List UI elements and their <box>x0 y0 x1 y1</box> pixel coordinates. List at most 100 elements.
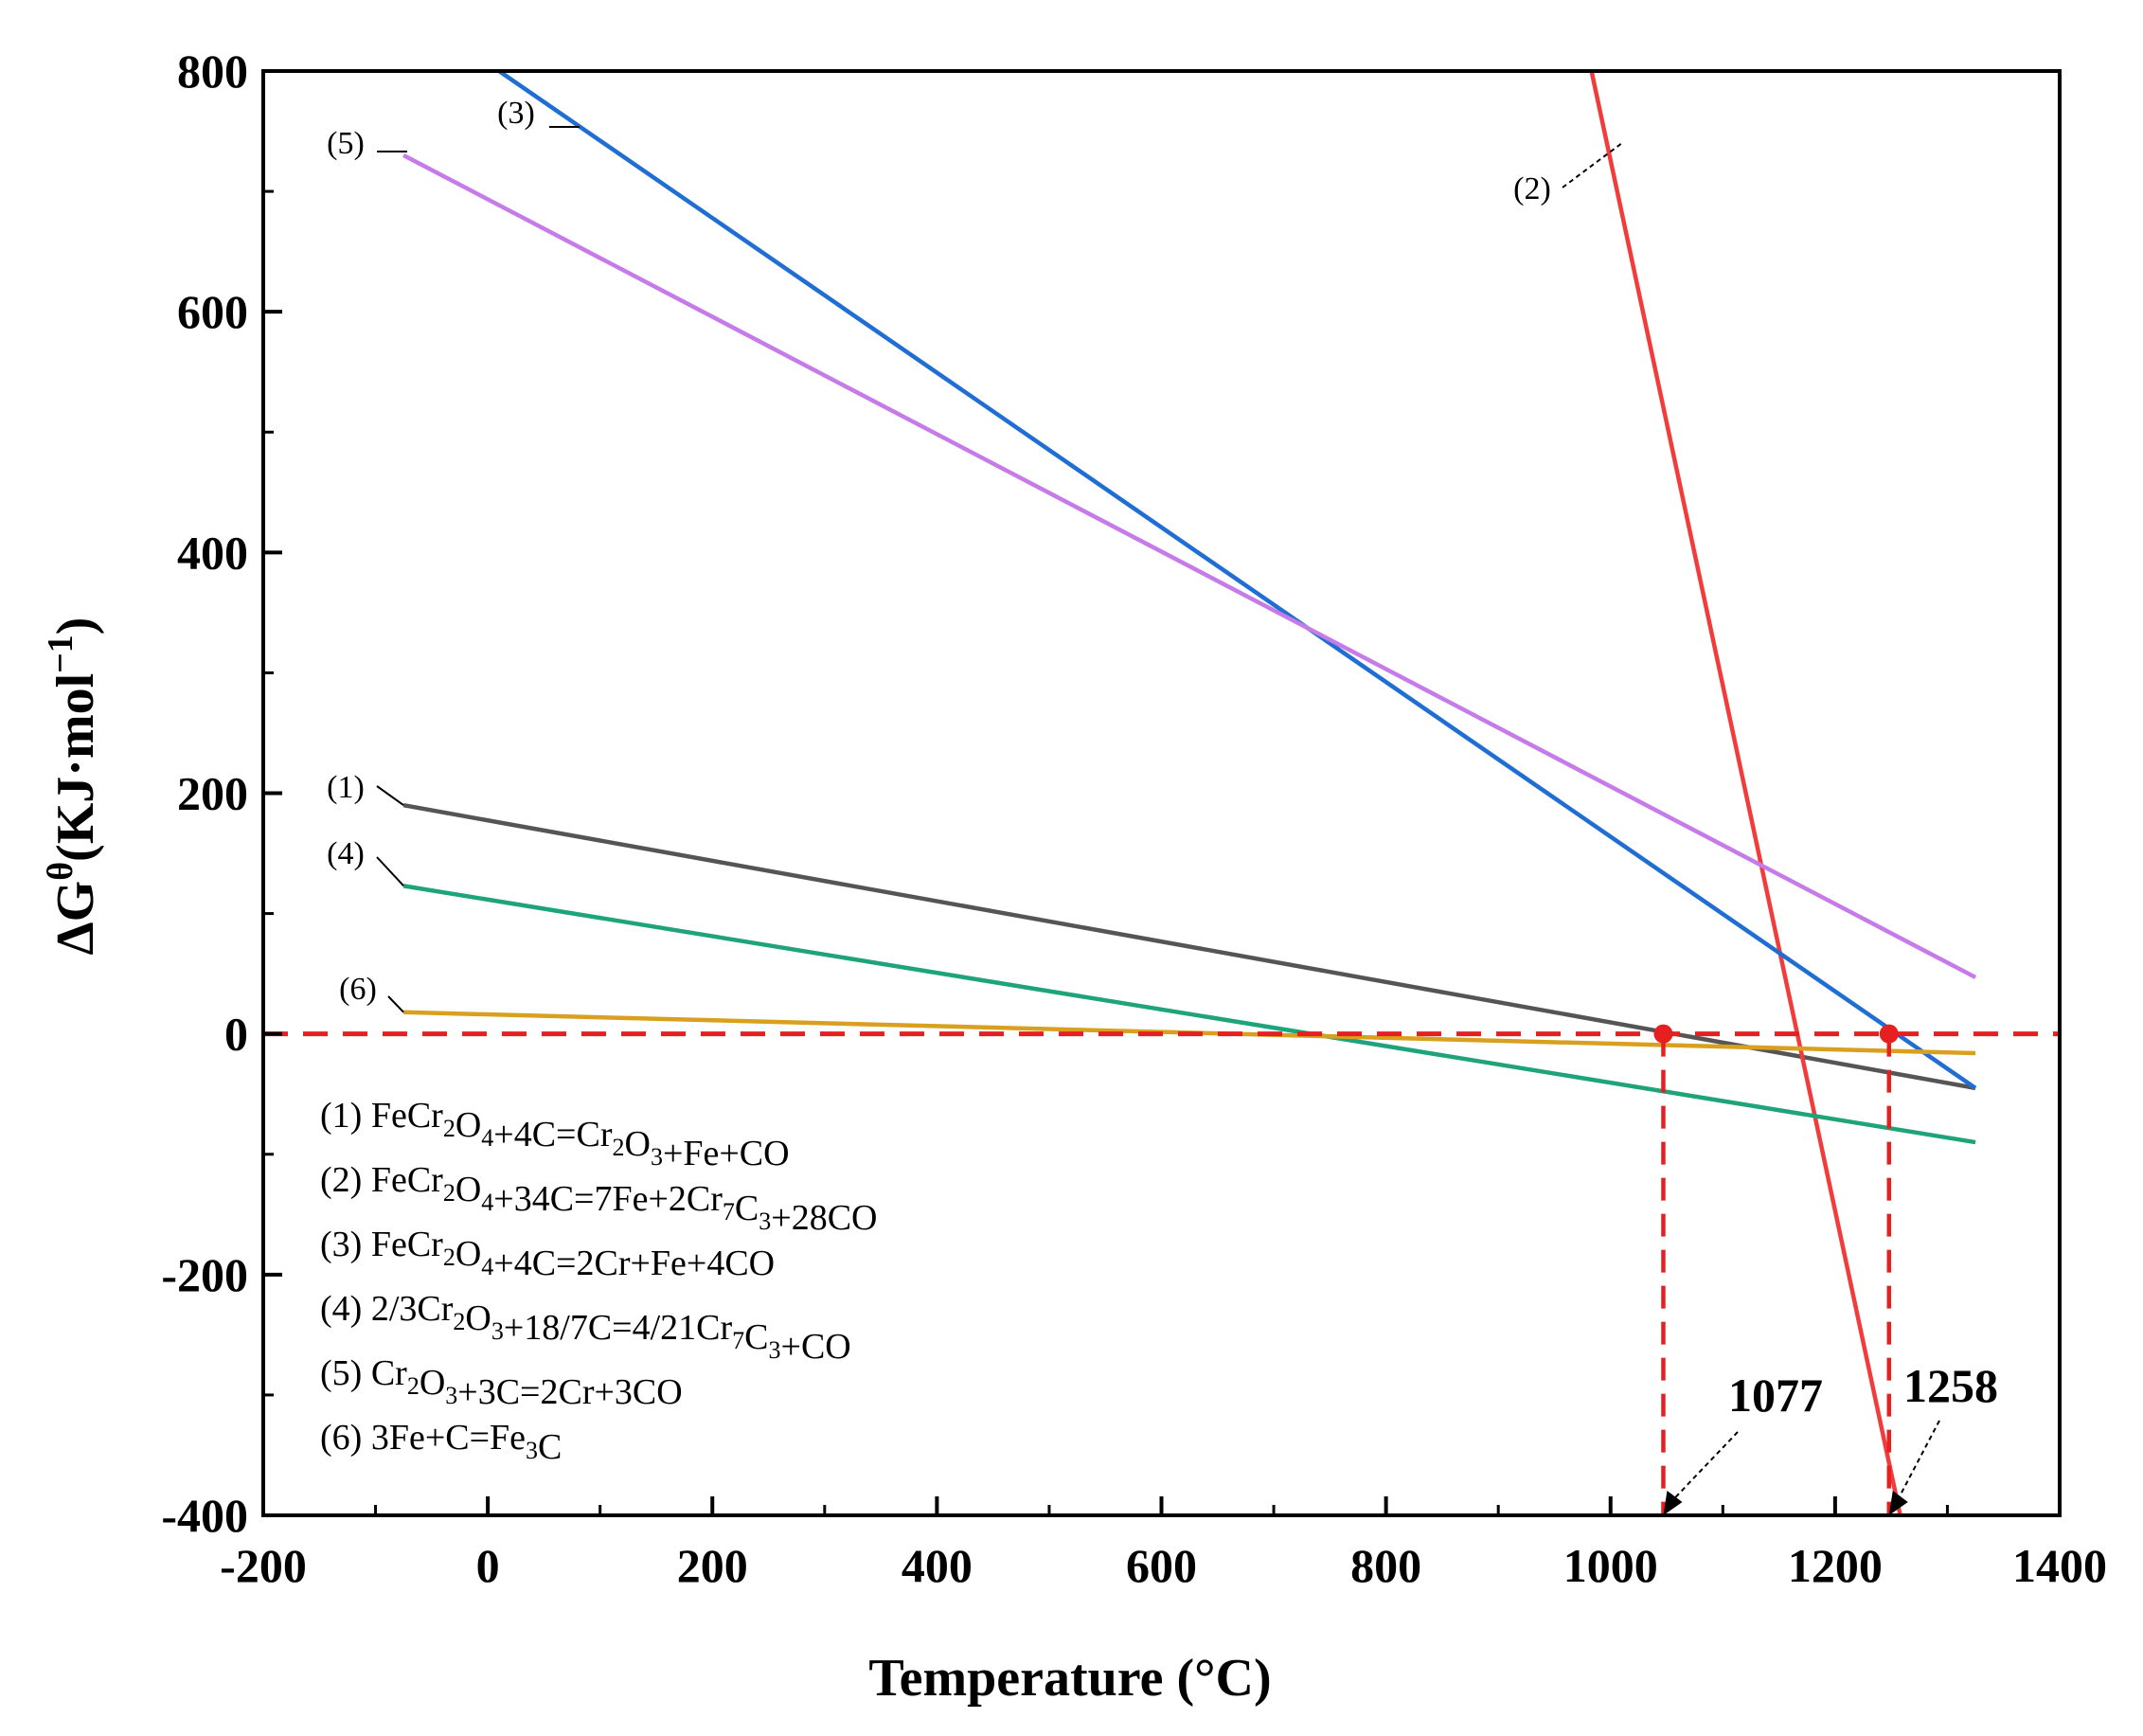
legend-entry-number: (3) <box>320 1225 371 1264</box>
marker-point-1258 <box>1879 1024 1899 1044</box>
legend-subscript: 7 <box>723 1198 735 1226</box>
legend-entry-1: (1) FeCr2O4+4C=Cr2O3+Fe+CO <box>320 1096 790 1173</box>
series-tag-2: (2) <box>1513 171 1551 206</box>
legend-subscript: 2 <box>407 1372 420 1400</box>
legend-entry-2: (2) FeCr2O4+34C=7Fe+2Cr7C3+28CO <box>320 1160 877 1238</box>
series-line-3 <box>497 71 1977 1090</box>
series-tag-5: (5) <box>327 126 365 161</box>
legend-subscript: 3 <box>759 1208 771 1235</box>
legend-subscript: 2 <box>443 1244 455 1271</box>
legend-text-part: FeCr <box>371 1096 443 1136</box>
legend-entry-number: (5) <box>320 1353 371 1393</box>
y-axis-title-main: ΔG <box>46 881 105 956</box>
legend-text-part: C <box>744 1317 768 1357</box>
legend-text-part: Cr <box>371 1353 407 1393</box>
legend-text-part: 2/3Cr <box>371 1289 454 1329</box>
y-tick-label--200: -200 <box>161 1248 248 1301</box>
annotation-leader-1258 <box>1895 1420 1940 1503</box>
legend-entry-6: (6) 3Fe+C=Fe3C <box>320 1418 562 1467</box>
legend-text-part: O <box>455 1234 481 1274</box>
legend-text-part: O <box>455 1105 481 1145</box>
legend: (1) FeCr2O4+4C=Cr2O3+Fe+CO(2) FeCr2O4+34… <box>320 1096 877 1467</box>
legend-text-part: FeCr <box>371 1160 443 1200</box>
series-lines <box>402 71 1977 1515</box>
series-tags: (1) (2) (3) (4) (5) (6) <box>327 96 1623 1013</box>
legend-subscript: 3 <box>769 1336 781 1364</box>
legend-entry-number: (6) <box>320 1418 371 1458</box>
legend-text-part: +Fe+CO <box>663 1134 790 1173</box>
legend-text-part: C <box>735 1189 759 1228</box>
plot-frame <box>261 69 2062 1517</box>
y-tick-label-200: 200 <box>177 767 248 820</box>
y-axis-title-unit: (KJ·mol <box>46 673 105 862</box>
legend-subscript: 3 <box>491 1317 504 1345</box>
x-tick-label-0: 0 <box>476 1539 500 1592</box>
series-tag-leader-1 <box>376 785 404 807</box>
legend-text-part: O <box>420 1363 445 1403</box>
series-tag-3: (3) <box>497 96 535 131</box>
annotation-arrowhead-1258 <box>1888 1491 1908 1515</box>
legend-subscript: 3 <box>526 1437 538 1464</box>
series-line-5 <box>402 152 1977 979</box>
annotations: 1077 1258 <box>1663 1359 1998 1515</box>
legend-text-part: +18/7C=4/21Cr <box>504 1308 733 1348</box>
legend-subscript: 2 <box>453 1308 465 1335</box>
legend-subscript: 4 <box>481 1189 493 1216</box>
series-tag-6: (6) <box>339 972 377 1007</box>
x-tick-label-400: 400 <box>902 1539 973 1592</box>
legend-entry-number: (2) <box>320 1160 371 1200</box>
legend-text-part: O <box>465 1298 491 1338</box>
legend-text-part: +4C=Cr <box>493 1115 613 1154</box>
legend-entry-4: (4) 2/3Cr2O3+18/7C=4/21Cr7C3+CO <box>320 1289 851 1367</box>
x-tick-label--200: -200 <box>220 1539 307 1592</box>
x-tick-label-200: 200 <box>677 1539 748 1592</box>
legend-text-part: +4C=2Cr+Fe+4CO <box>493 1244 775 1283</box>
series-tag-leader-4 <box>376 856 404 887</box>
annotation-leader-1077 <box>1670 1431 1739 1503</box>
legend-entry-3: (3) FeCr2O4+4C=2Cr+Fe+4CO <box>320 1225 775 1283</box>
legend-text-part: +CO <box>781 1327 851 1367</box>
y-axis-title-unit-sup: −1 <box>41 635 80 673</box>
legend-subscript: 2 <box>443 1115 455 1142</box>
legend-text-part: +28CO <box>771 1198 877 1238</box>
y-axis-title-close: ) <box>46 617 105 635</box>
legend-text-part: FeCr <box>371 1225 443 1264</box>
series-tag-leader-2 <box>1562 142 1623 188</box>
marker-point-1077 <box>1653 1024 1673 1044</box>
series-line-2 <box>1589 71 1902 1515</box>
legend-entry-number: (1) <box>320 1096 371 1136</box>
legend-subscript: 3 <box>651 1143 663 1171</box>
legend-text-part: O <box>624 1124 650 1164</box>
x-tick-label-800: 800 <box>1350 1539 1421 1592</box>
series-line-1 <box>402 802 1976 1091</box>
annotation-arrowhead-1077 <box>1663 1491 1683 1515</box>
x-tick-label-1000: 1000 <box>1563 1539 1658 1592</box>
legend-subscript: 4 <box>481 1124 493 1152</box>
y-tick-label-600: 600 <box>177 285 248 338</box>
x-axis-title: Temperature (°C) <box>868 1649 1271 1708</box>
x-tick-label-1400: 1400 <box>2012 1539 2107 1592</box>
legend-text-part: 3Fe+C=Fe <box>371 1418 526 1458</box>
annotation-label-1258: 1258 <box>1903 1359 1998 1412</box>
legend-entry-5: (5) Cr2O3+3C=2Cr+3CO <box>320 1353 683 1412</box>
annotation-label-1077: 1077 <box>1728 1369 1823 1422</box>
y-tick-label-400: 400 <box>177 526 248 579</box>
x-tick-label-600: 600 <box>1126 1539 1197 1592</box>
legend-subscript: 2 <box>443 1179 455 1207</box>
legend-subscript: 3 <box>445 1382 457 1409</box>
series-tag-4: (4) <box>327 836 365 871</box>
legend-text-part: O <box>455 1170 481 1209</box>
legend-text-part: C <box>538 1427 562 1467</box>
x-tick-label-1200: 1200 <box>1788 1539 1883 1592</box>
axes: -200 0 200 400 600 800 1000 1200 1400-400-200020… <box>161 45 2107 1592</box>
legend-text-part: +34C=7Fe+2Cr <box>493 1179 723 1219</box>
y-tick-label-0: 0 <box>224 1008 248 1061</box>
legend-entry-number: (4) <box>320 1289 371 1329</box>
legend-text-part: +3C=2Cr+3CO <box>457 1372 682 1412</box>
y-axis-title: ΔGθ(KJ·mol−1) <box>41 617 105 956</box>
zero-reference-group <box>263 1024 2060 1515</box>
y-tick-label-800: 800 <box>177 45 248 98</box>
series-tag-leader-6 <box>387 995 404 1013</box>
series-tag-1: (1) <box>327 770 365 805</box>
